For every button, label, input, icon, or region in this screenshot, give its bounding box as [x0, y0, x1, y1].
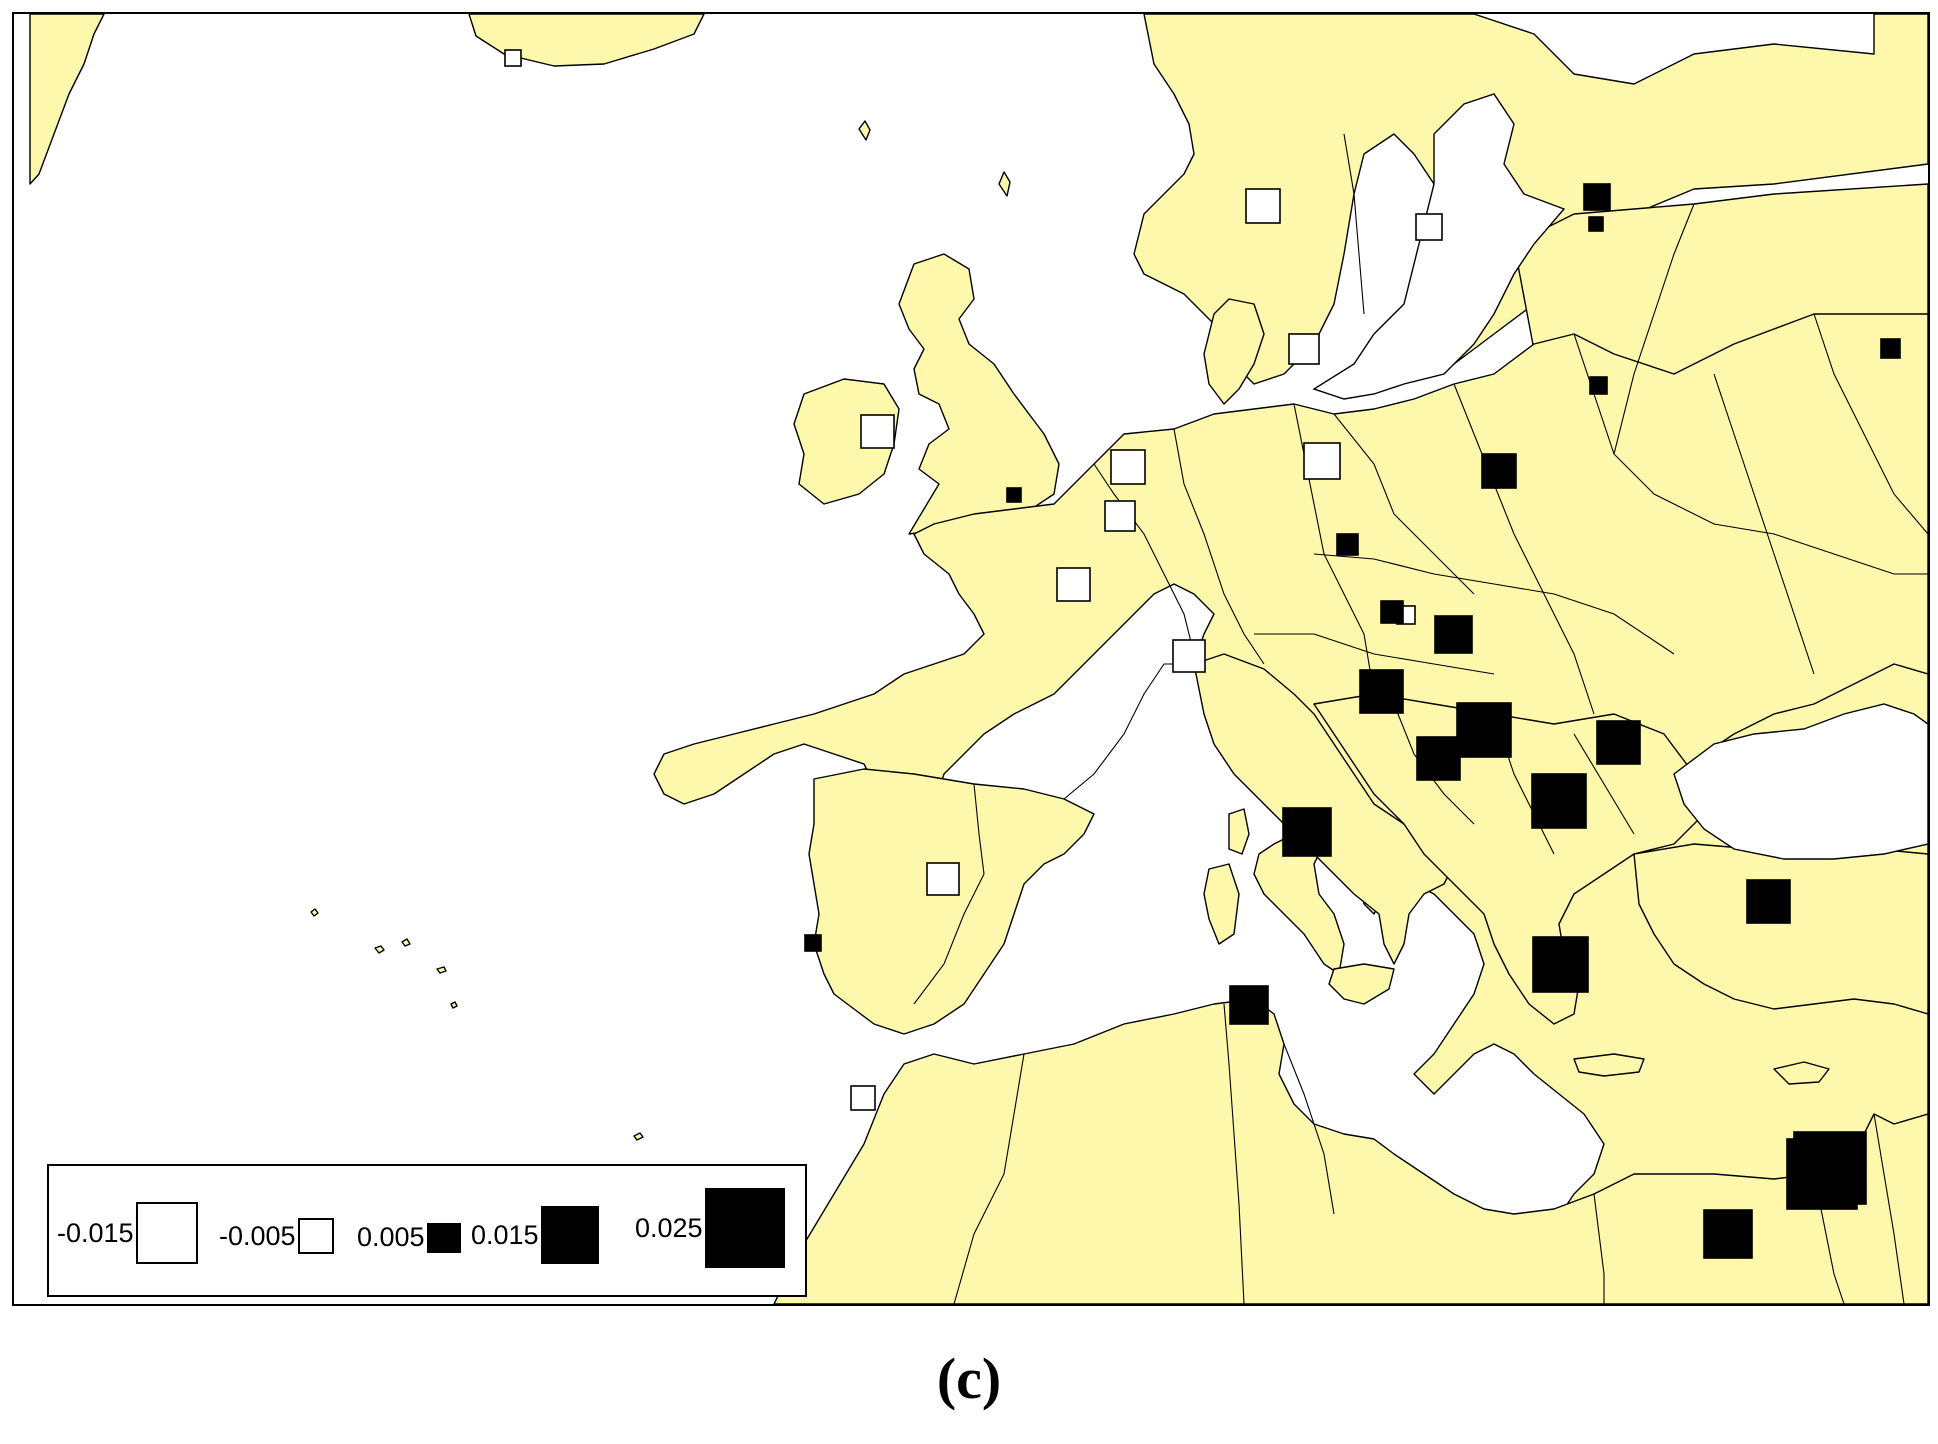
- marker-ireland: [860, 414, 895, 449]
- marker-belgium: [1104, 500, 1136, 532]
- baltic-sea: [1312, 93, 1566, 400]
- shetland-islands: [998, 171, 1011, 197]
- marker-tunisia: [1229, 985, 1269, 1025]
- marker-hungary: [1434, 615, 1473, 654]
- legend-swatch-black-large: [704, 1188, 785, 1268]
- marker-netherlands: [1110, 449, 1146, 485]
- legend-label: -0.005: [219, 1220, 296, 1251]
- legend-item-neg-0015: -0.015: [57, 1202, 198, 1264]
- map-frame: -0.015 -0.005 0.005 0.015 0.025: [12, 12, 1930, 1306]
- iceland-landmass: [468, 14, 705, 67]
- faroe-islands: [858, 120, 871, 141]
- sardinia-landmass: [1203, 863, 1240, 945]
- marker-finland: [1583, 183, 1611, 211]
- data-markers: [504, 49, 1901, 1259]
- marker-italy: [1282, 807, 1332, 857]
- marker-greece: [1532, 936, 1589, 993]
- marker-bulgaria: [1531, 773, 1587, 829]
- marker-poland: [1481, 453, 1517, 489]
- panel-caption: (c): [936, 1346, 1002, 1411]
- marker-norway: [1245, 188, 1281, 224]
- marker-serbia: [1456, 702, 1512, 758]
- marker-iceland: [504, 49, 522, 67]
- black-sea: [1673, 703, 1928, 860]
- legend-item-pos-0025: 0.025: [635, 1188, 785, 1268]
- legend-label: -0.015: [57, 1217, 134, 1248]
- marker-uk: [1006, 487, 1022, 503]
- legend-item-neg-0005: -0.005: [219, 1218, 334, 1254]
- marker-turkey: [1746, 879, 1791, 924]
- ireland-landmass: [793, 378, 900, 505]
- legend-swatch-white-large: [135, 1202, 198, 1264]
- marker-estonia: [1588, 216, 1604, 232]
- marker-germany: [1303, 442, 1341, 480]
- marker-switzerland: [1172, 639, 1206, 673]
- marker-egypt: [1703, 1209, 1753, 1259]
- legend-label: 0.005: [357, 1222, 425, 1252]
- atlantic-islands: [310, 908, 644, 1141]
- marker-denmark: [1288, 333, 1320, 365]
- marker-france: [1056, 567, 1091, 602]
- iberia-landmass: [808, 768, 1095, 1035]
- cyprus-landmass: [1773, 1061, 1830, 1085]
- great-britain-landmass: [898, 253, 1060, 535]
- marker-sweden: [1415, 213, 1443, 241]
- marker-spain: [926, 862, 960, 896]
- marker-croatia: [1359, 669, 1404, 714]
- crete-landmass: [1573, 1053, 1645, 1077]
- denmark-landmass: [1203, 298, 1265, 405]
- marker-bosnia: [1416, 736, 1461, 781]
- greenland-landmass: [29, 14, 105, 185]
- legend-label: 0.015: [471, 1219, 539, 1250]
- corsica-landmass: [1228, 808, 1250, 855]
- legend-swatch-black-small: [426, 1222, 461, 1253]
- europe-map: [29, 14, 1928, 1304]
- marker-czechia: [1336, 533, 1359, 556]
- marker-russia: [1880, 338, 1901, 359]
- marker-lithuania: [1589, 376, 1608, 395]
- legend-swatch-white-small: [297, 1218, 334, 1254]
- marker-morocco: [850, 1085, 876, 1111]
- legend-swatch-black-medium: [540, 1206, 599, 1264]
- map-legend: -0.015 -0.005 0.005 0.015 0.025: [47, 1164, 807, 1297]
- marker-portugal: [804, 934, 822, 952]
- sicily-landmass: [1328, 963, 1395, 1005]
- marker-austria: [1380, 600, 1404, 624]
- marker-israel: [1786, 1138, 1858, 1210]
- legend-item-pos-0015: 0.015: [471, 1206, 599, 1264]
- marker-romania: [1596, 720, 1641, 765]
- legend-item-pos-0005: 0.005: [357, 1222, 461, 1253]
- legend-label: 0.025: [635, 1212, 703, 1243]
